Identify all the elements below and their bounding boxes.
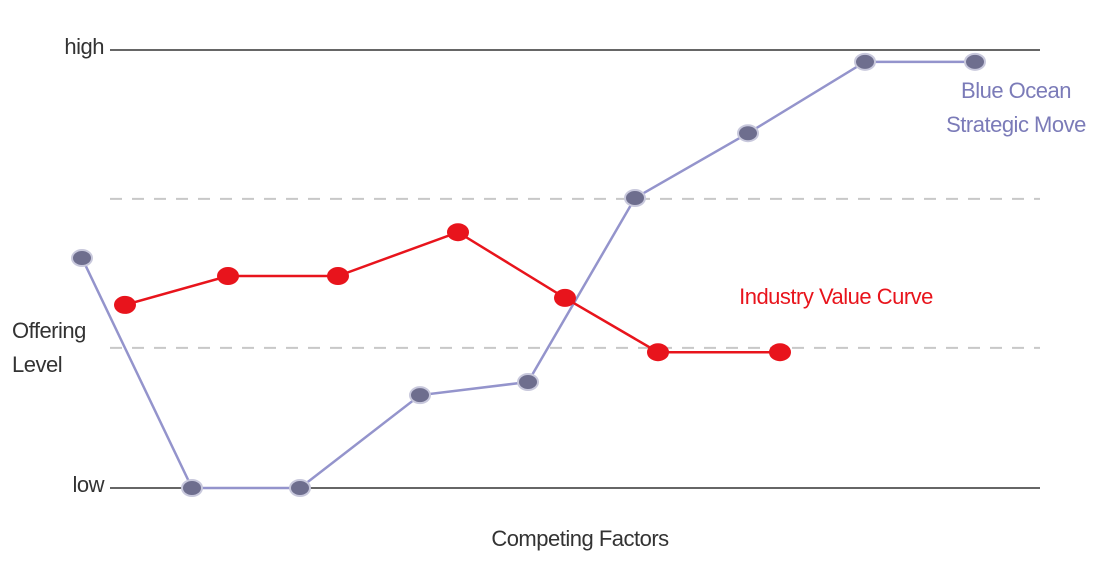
data-point <box>769 343 791 362</box>
x-axis-label: Competing Factors <box>491 526 669 551</box>
data-point <box>71 249 93 268</box>
data-point <box>217 267 239 286</box>
data-point <box>517 373 539 392</box>
data-point <box>624 189 646 208</box>
series-line <box>124 230 780 354</box>
y-axis-label: Offering <box>12 318 86 343</box>
data-point <box>114 295 136 314</box>
data-point <box>964 52 986 71</box>
data-point <box>647 343 669 362</box>
y-tick-label: low <box>72 472 104 497</box>
series-label: Blue Ocean <box>961 78 1071 103</box>
data-point <box>554 288 576 307</box>
series-label: Strategic Move <box>946 112 1086 137</box>
data-point <box>327 267 349 286</box>
data-point <box>854 52 876 71</box>
data-point <box>447 223 469 242</box>
data-point <box>737 124 759 143</box>
data-point <box>409 386 431 405</box>
data-point <box>181 479 203 497</box>
y-axis-label: Level <box>12 352 62 377</box>
y-tick-label: high <box>64 34 104 59</box>
data-point <box>289 479 311 497</box>
series-label: Industry Value Curve <box>739 284 933 309</box>
